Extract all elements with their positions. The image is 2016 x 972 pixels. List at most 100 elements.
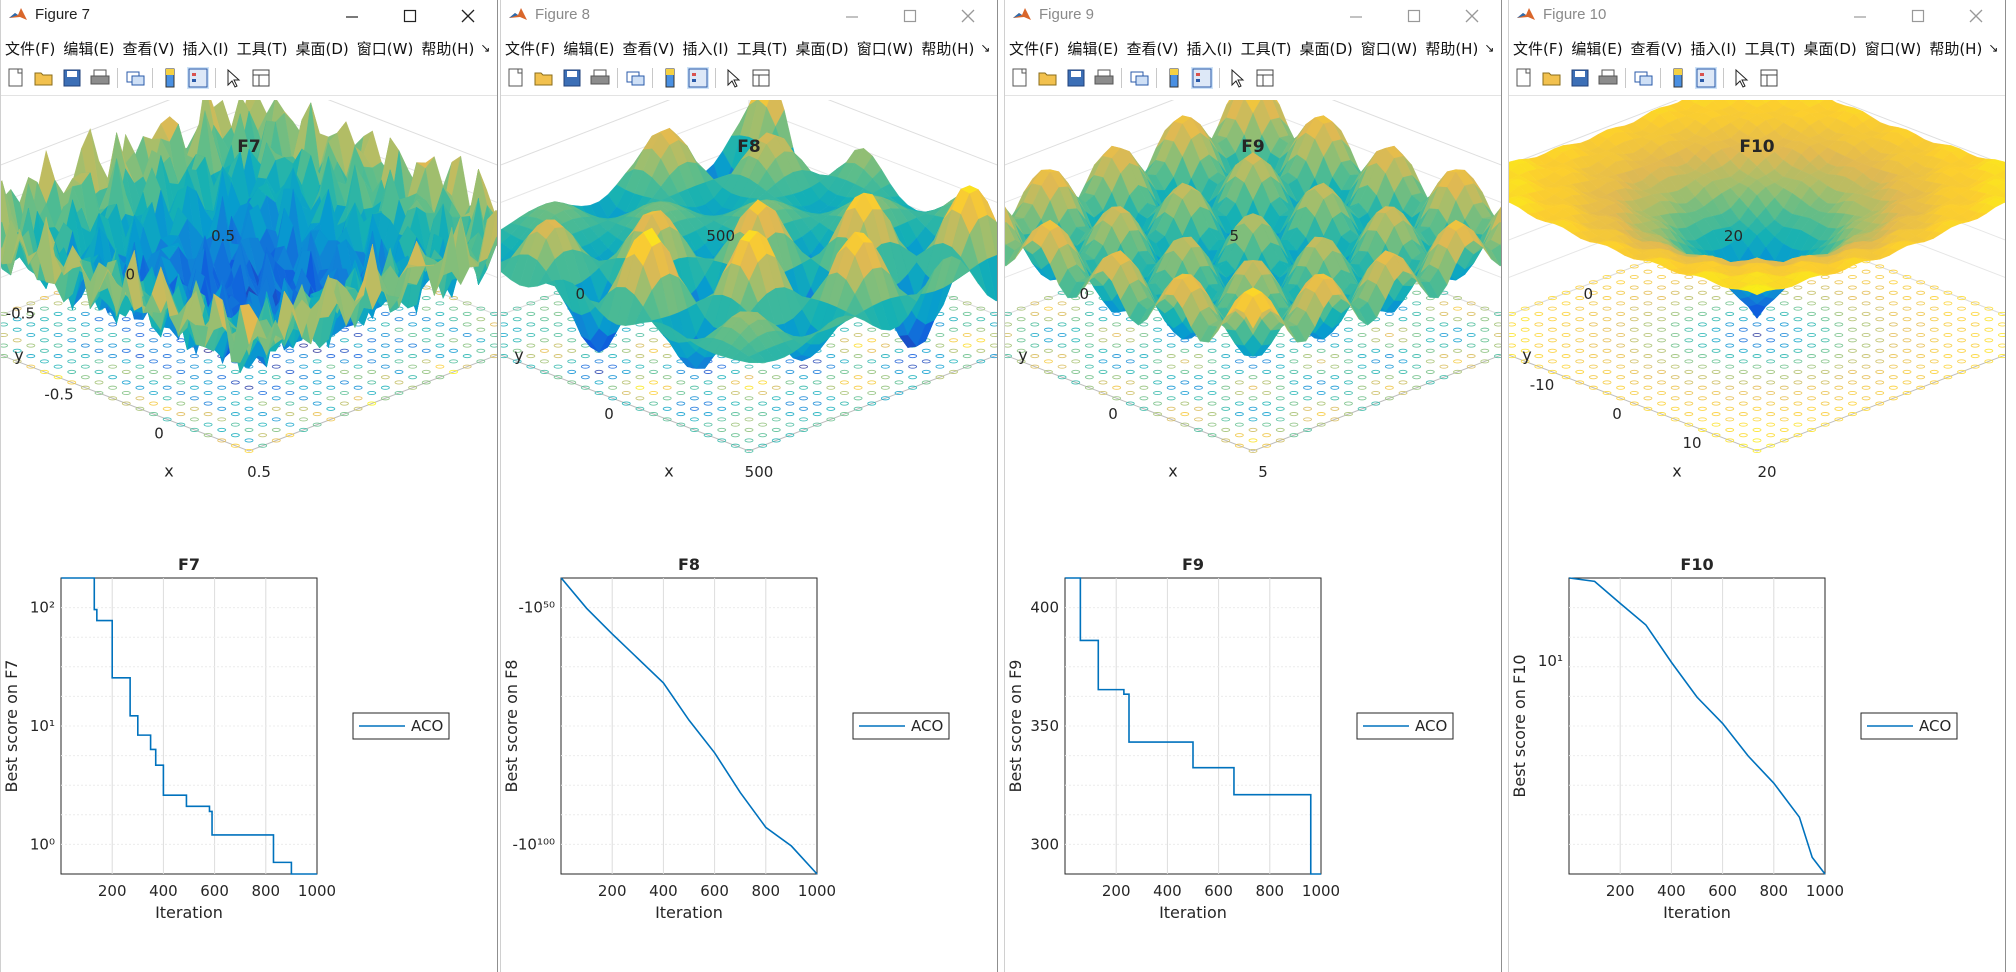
property-inspector-icon[interactable] [750, 67, 772, 89]
colorbar-icon[interactable] [659, 67, 681, 89]
menu-item-6[interactable]: 窗口(W) [356, 39, 414, 58]
colorbar-icon[interactable] [1163, 67, 1185, 89]
open-icon[interactable] [33, 67, 55, 89]
menu-overflow-icon[interactable]: ↘ [1988, 41, 1999, 55]
menu-item-1[interactable]: 编辑(E) [63, 39, 115, 58]
save-icon[interactable] [1569, 67, 1591, 89]
minimize-button[interactable] [825, 2, 879, 30]
menu-item-4[interactable]: 工具(T) [736, 39, 788, 58]
title-bar[interactable]: Figure 9 [1005, 0, 1501, 32]
legend[interactable]: ACO [1356, 712, 1454, 740]
open-icon[interactable] [533, 67, 555, 89]
close-button[interactable] [941, 2, 995, 30]
figure-window-10[interactable]: Figure 10 文件(F) 编辑(E) 查看(V) 插入(I) 工具(T) 桌面(D) 窗… [1508, 0, 2006, 972]
figure-window-7[interactable]: Figure 7 文件(F) 编辑(E) 查看(V) 插入(I) 工具(T) 桌面(D) 窗口… [0, 0, 498, 972]
window-title: Figure 7 [35, 6, 91, 23]
print-icon[interactable] [1093, 67, 1115, 89]
menu-item-0[interactable]: 文件(F) [5, 39, 56, 58]
open-icon[interactable] [1037, 67, 1059, 89]
save-icon[interactable] [561, 67, 583, 89]
menu-item-6[interactable]: 窗口(W) [1360, 39, 1418, 58]
legend-icon[interactable] [1695, 67, 1717, 89]
menu-item-2[interactable]: 查看(V) [122, 39, 175, 58]
legend-icon[interactable] [187, 67, 209, 89]
link-icon[interactable] [1632, 67, 1654, 89]
legend[interactable]: ACO [352, 712, 450, 740]
menu-item-0[interactable]: 文件(F) [505, 39, 556, 58]
close-button[interactable] [1949, 2, 2003, 30]
link-icon[interactable] [624, 67, 646, 89]
legend[interactable]: ACO [1860, 712, 1958, 740]
title-bar[interactable]: Figure 8 [501, 0, 997, 32]
link-icon[interactable] [1128, 67, 1150, 89]
menu-item-1[interactable]: 编辑(E) [563, 39, 615, 58]
menu-item-6[interactable]: 窗口(W) [1864, 39, 1922, 58]
link-icon[interactable] [124, 67, 146, 89]
menu-item-3[interactable]: 插入(I) [182, 39, 229, 58]
menu-overflow-icon[interactable]: ↘ [480, 41, 491, 55]
menu-overflow-icon[interactable]: ↘ [1484, 41, 1495, 55]
menu-item-2[interactable]: 查看(V) [622, 39, 675, 58]
menu-item-7[interactable]: 帮助(H) [421, 39, 475, 58]
new-figure-icon[interactable] [5, 67, 27, 89]
menu-item-0[interactable]: 文件(F) [1513, 39, 1564, 58]
minimize-button[interactable] [1329, 2, 1383, 30]
menu-item-4[interactable]: 工具(T) [1240, 39, 1292, 58]
menu-item-2[interactable]: 查看(V) [1126, 39, 1179, 58]
menu-item-1[interactable]: 编辑(E) [1571, 39, 1623, 58]
menu-item-7[interactable]: 帮助(H) [921, 39, 975, 58]
new-figure-icon[interactable] [1009, 67, 1031, 89]
minimize-button[interactable] [325, 2, 379, 30]
open-icon[interactable] [1541, 67, 1563, 89]
pointer-icon[interactable] [722, 67, 744, 89]
property-inspector-icon[interactable] [1254, 67, 1276, 89]
menu-item-2[interactable]: 查看(V) [1630, 39, 1683, 58]
menu-item-3[interactable]: 插入(I) [1690, 39, 1737, 58]
minimize-button[interactable] [1833, 2, 1887, 30]
maximize-button[interactable] [1387, 2, 1441, 30]
maximize-button[interactable] [383, 2, 437, 30]
print-icon[interactable] [89, 67, 111, 89]
surface-title: F7 [237, 137, 260, 157]
print-icon[interactable] [1597, 67, 1619, 89]
menu-item-7[interactable]: 帮助(H) [1929, 39, 1983, 58]
legend-icon[interactable] [1191, 67, 1213, 89]
new-figure-icon[interactable] [505, 67, 527, 89]
title-bar[interactable]: Figure 7 [1, 0, 497, 32]
legend[interactable]: ACO [852, 712, 950, 740]
property-inspector-icon[interactable] [1758, 67, 1780, 89]
colorbar-icon[interactable] [159, 67, 181, 89]
menu-item-7[interactable]: 帮助(H) [1425, 39, 1479, 58]
save-icon[interactable] [61, 67, 83, 89]
menu-item-4[interactable]: 工具(T) [236, 39, 288, 58]
menu-item-1[interactable]: 编辑(E) [1067, 39, 1119, 58]
menu-item-3[interactable]: 插入(I) [1186, 39, 1233, 58]
pointer-icon[interactable] [222, 67, 244, 89]
print-icon[interactable] [589, 67, 611, 89]
menu-overflow-icon[interactable]: ↘ [980, 41, 991, 55]
maximize-button[interactable] [883, 2, 937, 30]
new-figure-icon[interactable] [1513, 67, 1535, 89]
pointer-icon[interactable] [1226, 67, 1248, 89]
pointer-icon[interactable] [1730, 67, 1752, 89]
menu-item-4[interactable]: 工具(T) [1744, 39, 1796, 58]
legend-icon[interactable] [687, 67, 709, 89]
close-button[interactable] [1445, 2, 1499, 30]
title-bar[interactable]: Figure 10 [1509, 0, 2005, 32]
maximize-button[interactable] [1891, 2, 1945, 30]
menu-item-5[interactable]: 桌面(D) [295, 39, 349, 58]
colorbar-icon[interactable] [1667, 67, 1689, 89]
axis-tick-label: 200 [1102, 882, 1131, 900]
close-button[interactable] [441, 2, 495, 30]
figure-window-8[interactable]: Figure 8 文件(F) 编辑(E) 查看(V) 插入(I) 工具(T) 桌面(D) 窗口… [500, 0, 998, 972]
menu-item-5[interactable]: 桌面(D) [1299, 39, 1353, 58]
axis-tick-label: 800 [1255, 882, 1284, 900]
menu-item-5[interactable]: 桌面(D) [1803, 39, 1857, 58]
menu-item-6[interactable]: 窗口(W) [856, 39, 914, 58]
menu-item-3[interactable]: 插入(I) [682, 39, 729, 58]
figure-window-9[interactable]: Figure 9 文件(F) 编辑(E) 查看(V) 插入(I) 工具(T) 桌面(D) 窗口… [1004, 0, 1502, 972]
menu-item-5[interactable]: 桌面(D) [795, 39, 849, 58]
menu-item-0[interactable]: 文件(F) [1009, 39, 1060, 58]
property-inspector-icon[interactable] [250, 67, 272, 89]
save-icon[interactable] [1065, 67, 1087, 89]
